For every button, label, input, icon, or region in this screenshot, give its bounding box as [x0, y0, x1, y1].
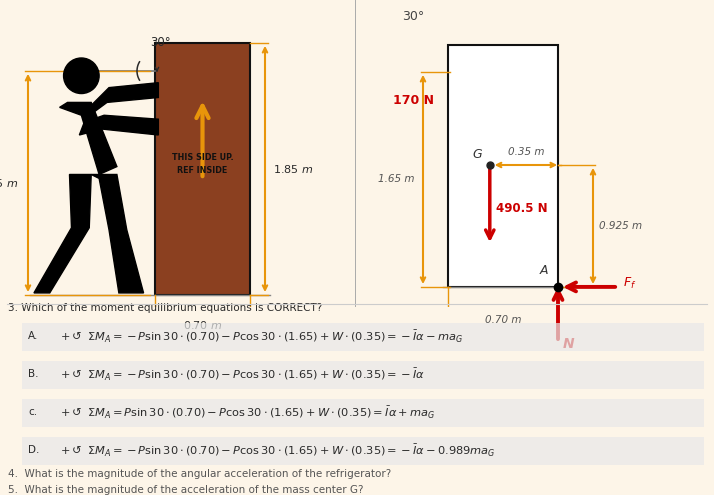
Text: 30°: 30°: [150, 37, 171, 50]
Text: $+\circlearrowleft\ \Sigma M_A = -P\sin 30\cdot (0.70) - P\cos 30\cdot (1.65) + : $+\circlearrowleft\ \Sigma M_A = -P\sin …: [60, 442, 495, 457]
Circle shape: [64, 58, 99, 94]
Polygon shape: [84, 83, 159, 119]
Text: THIS SIDE UP.
REF INSIDE: THIS SIDE UP. REF INSIDE: [171, 153, 233, 175]
Text: $1.65\ m$: $1.65\ m$: [0, 177, 18, 189]
Bar: [22, 399, 704, 427]
Bar: [22, 323, 704, 351]
Text: 0.35 m: 0.35 m: [508, 147, 544, 157]
Polygon shape: [79, 115, 159, 135]
Text: G: G: [472, 148, 482, 161]
Text: $+\circlearrowleft\ \Sigma M_A = P\sin 30\cdot (0.70) - P\cos 30\cdot (1.65) + W: $+\circlearrowleft\ \Sigma M_A = P\sin 3…: [60, 404, 436, 420]
Text: 4.  What is the magnitude of the angular acceleration of the refrigerator?: 4. What is the magnitude of the angular …: [8, 469, 391, 479]
Text: 490.5 N: 490.5 N: [496, 202, 548, 215]
Text: 0.925 m: 0.925 m: [599, 221, 642, 231]
Text: 30°: 30°: [402, 10, 424, 23]
Text: B.: B.: [28, 369, 39, 379]
Text: 1.65 m: 1.65 m: [378, 174, 415, 185]
Text: D.: D.: [28, 445, 39, 454]
Text: $F_f$: $F_f$: [623, 276, 636, 292]
Text: A: A: [540, 264, 548, 277]
Polygon shape: [60, 102, 117, 174]
Bar: [448, 45, 558, 287]
Text: A.: A.: [28, 331, 39, 341]
Polygon shape: [91, 174, 144, 293]
Text: 0.70 m: 0.70 m: [485, 315, 521, 325]
Bar: [155, 43, 250, 295]
Text: 3. Which of the moment equilibrium equations is CORRECT?: 3. Which of the moment equilibrium equat…: [8, 303, 322, 313]
Text: $+\circlearrowleft\ \Sigma M_A = -P\sin 30\cdot (0.70) - P\cos 30\cdot (1.65) + : $+\circlearrowleft\ \Sigma M_A = -P\sin …: [60, 328, 463, 344]
Text: $0.70\ m$: $0.70\ m$: [183, 319, 222, 331]
Polygon shape: [34, 174, 91, 293]
Text: N: N: [563, 337, 575, 351]
Text: $1.85\ m$: $1.85\ m$: [273, 163, 313, 175]
Text: c.: c.: [28, 406, 37, 417]
Text: 5.  What is the magnitude of the acceleration of the mass center G?: 5. What is the magnitude of the accelera…: [8, 485, 363, 495]
Bar: [22, 361, 704, 389]
Bar: [22, 437, 704, 465]
Text: $+\circlearrowleft\ \Sigma M_A = -P\sin 30\cdot (0.70) - P\cos 30\cdot (1.65) + : $+\circlearrowleft\ \Sigma M_A = -P\sin …: [60, 366, 426, 382]
Text: 170 N: 170 N: [393, 94, 434, 107]
